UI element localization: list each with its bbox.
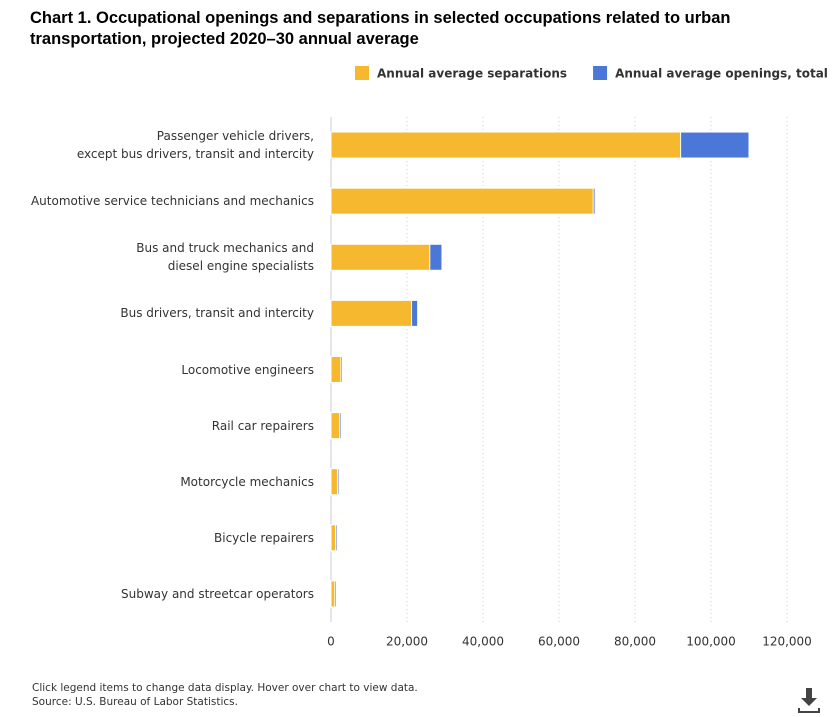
bar <box>330 356 342 383</box>
category-label: Passenger vehicle drivers, except bus dr… <box>76 129 314 162</box>
x-tick-label: 40,000 <box>462 635 504 649</box>
bar <box>330 412 341 440</box>
category-label: Bus drivers, transit and intercity <box>120 306 314 321</box>
legend-label[interactable]: Annual average openings, total <box>615 67 828 81</box>
download-icon[interactable] <box>795 686 825 716</box>
legend-label[interactable]: Annual average separations <box>377 67 567 81</box>
category-label: Locomotive engineers <box>181 362 314 377</box>
category-label: Bicycle repairers <box>214 530 314 545</box>
note: Click legend items to change data displa… <box>32 682 418 694</box>
chart-title: Chart 1. Occupational openings and separ… <box>30 9 731 48</box>
bar <box>330 468 338 496</box>
bar <box>330 243 431 271</box>
x-tick-label: 20,000 <box>386 635 428 649</box>
legend-swatch[interactable] <box>355 66 369 80</box>
x-tick-label: 100,000 <box>686 635 736 649</box>
category-label: Subway and streetcar operators <box>121 586 314 601</box>
bar <box>330 524 337 552</box>
category-label: Motorcycle mechanics <box>180 474 314 489</box>
bar <box>330 131 682 159</box>
x-tick-label: 60,000 <box>538 635 580 649</box>
bar <box>330 580 336 608</box>
source: Source: U.S. Bureau of Labor Statistics. <box>32 696 238 708</box>
bar <box>330 187 594 215</box>
x-tick-label: 80,000 <box>614 635 656 649</box>
bar <box>330 299 413 327</box>
x-tick-label: 0 <box>327 635 335 649</box>
category-label: Bus and truck mechanics and diesel engin… <box>136 241 314 274</box>
category-label: Automotive service technicians and mecha… <box>30 194 314 209</box>
legend-swatch[interactable] <box>593 66 608 80</box>
x-tick-label: 120,000 <box>762 635 812 649</box>
category-label: Rail car repairers <box>211 418 314 433</box>
